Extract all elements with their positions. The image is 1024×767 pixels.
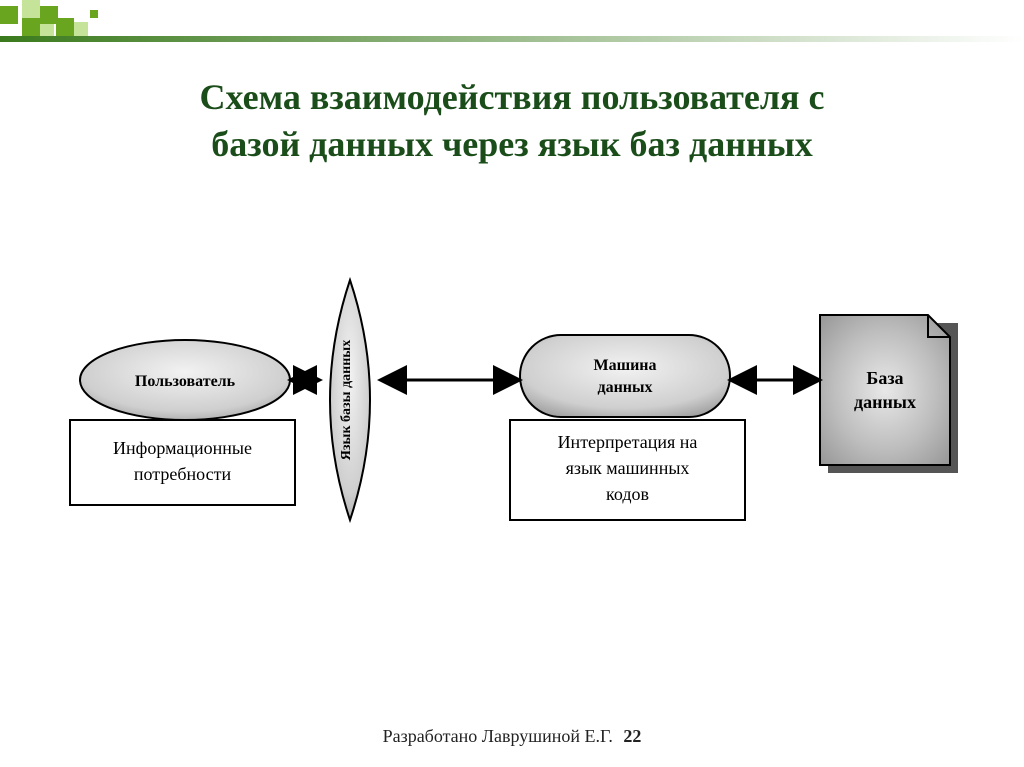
svg-text:данных: данных — [597, 379, 652, 396]
svg-text:данных: данных — [854, 392, 916, 412]
slide-title: Схема взаимодействия пользователя с базо… — [60, 74, 964, 168]
svg-text:кодов: кодов — [606, 484, 649, 504]
svg-text:Информационные: Информационные — [113, 438, 252, 458]
svg-text:язык машинных: язык машинных — [566, 458, 690, 478]
slide-footer: Разработано Лаврушиной Е.Г. 22 — [0, 726, 1024, 747]
footer-text: Разработано Лаврушиной Е.Г. — [383, 726, 613, 746]
svg-text:Пользователь: Пользователь — [135, 373, 236, 390]
svg-text:потребности: потребности — [134, 464, 232, 484]
svg-text:База: База — [866, 368, 903, 388]
title-line-2: базой данных через язык баз данных — [60, 121, 964, 168]
page-number: 22 — [623, 726, 641, 746]
interaction-diagram: Информационные потребности Интерпретация н… — [0, 240, 1024, 600]
corner-decoration — [0, 0, 120, 60]
svg-text:Интерпретация на: Интерпретация на — [558, 432, 698, 452]
svg-text:Машина: Машина — [593, 357, 656, 374]
title-line-1: Схема взаимодействия пользователя с — [60, 74, 964, 121]
svg-text:Язык базы данных: Язык базы данных — [339, 340, 354, 460]
gradient-divider — [0, 36, 1024, 42]
